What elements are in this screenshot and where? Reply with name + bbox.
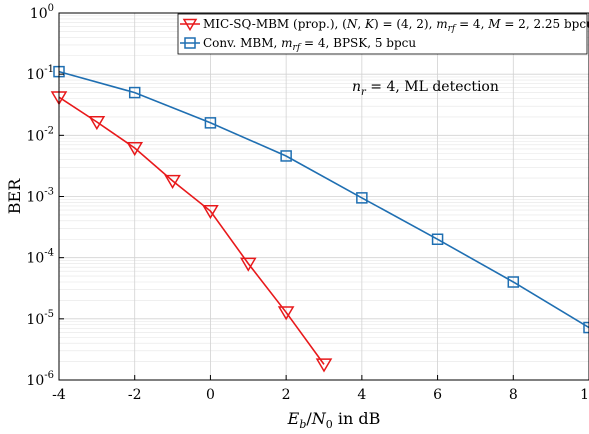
y-axis-title: BER xyxy=(5,178,24,214)
x-tick-label: 6 xyxy=(433,387,442,403)
x-tick-label: 0 xyxy=(206,387,215,403)
x-tick-label: 2 xyxy=(282,387,291,403)
x-tick-label: -2 xyxy=(128,387,142,403)
legend: MIC-SQ-MBM (prop.), (N, K) = (4, 2), mrf… xyxy=(178,14,589,54)
x-tick-label: 10 xyxy=(580,387,589,403)
x-tick-label: 4 xyxy=(357,387,366,403)
x-tick-label: -4 xyxy=(52,387,66,403)
x-tick-label: 8 xyxy=(509,387,518,403)
